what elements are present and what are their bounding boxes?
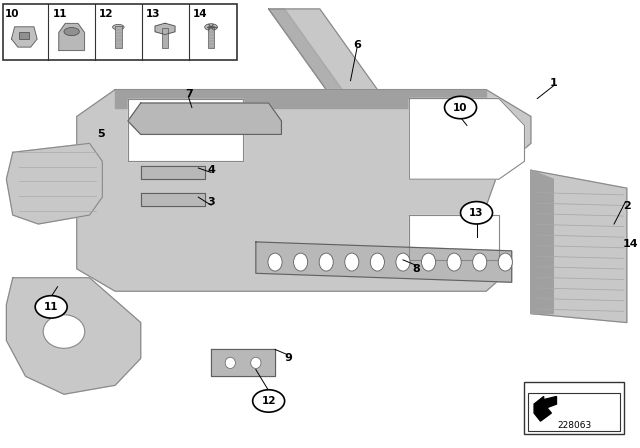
- Text: 9: 9: [284, 353, 292, 363]
- Text: 7: 7: [185, 89, 193, 99]
- Polygon shape: [6, 278, 141, 394]
- Polygon shape: [534, 396, 556, 421]
- Bar: [208, 26, 214, 48]
- Circle shape: [461, 202, 493, 224]
- Polygon shape: [59, 23, 84, 51]
- Polygon shape: [141, 193, 205, 206]
- Circle shape: [445, 96, 477, 119]
- Ellipse shape: [371, 253, 385, 271]
- Polygon shape: [269, 9, 435, 170]
- Ellipse shape: [294, 253, 308, 271]
- Text: 2: 2: [623, 201, 630, 211]
- Polygon shape: [115, 90, 486, 108]
- Ellipse shape: [205, 24, 218, 30]
- Text: 13: 13: [146, 9, 161, 19]
- Text: 11: 11: [44, 302, 58, 312]
- Text: 12: 12: [99, 9, 114, 19]
- Bar: [528, 393, 620, 431]
- Text: 14: 14: [193, 9, 207, 19]
- Ellipse shape: [268, 253, 282, 271]
- Text: 10: 10: [5, 9, 20, 19]
- Polygon shape: [531, 170, 553, 314]
- Polygon shape: [155, 23, 175, 34]
- Ellipse shape: [225, 358, 236, 368]
- Polygon shape: [141, 166, 205, 179]
- Text: 6: 6: [353, 40, 361, 50]
- Text: 8: 8: [412, 264, 420, 274]
- Bar: [3, 4, 237, 60]
- Text: 13: 13: [469, 208, 484, 218]
- Ellipse shape: [396, 253, 410, 271]
- Polygon shape: [12, 27, 37, 47]
- Bar: [525, 382, 623, 434]
- Ellipse shape: [473, 253, 487, 271]
- Bar: [115, 26, 122, 48]
- Ellipse shape: [319, 253, 333, 271]
- Text: 14: 14: [622, 239, 638, 249]
- Text: 4: 4: [207, 165, 215, 175]
- Text: 3: 3: [207, 198, 215, 207]
- Ellipse shape: [345, 253, 359, 271]
- Polygon shape: [269, 9, 400, 170]
- Polygon shape: [256, 242, 512, 282]
- Ellipse shape: [43, 314, 84, 349]
- Ellipse shape: [251, 358, 261, 368]
- Polygon shape: [410, 99, 525, 179]
- Text: 5: 5: [97, 129, 105, 139]
- Ellipse shape: [422, 253, 436, 271]
- Polygon shape: [531, 170, 627, 323]
- Text: 10: 10: [453, 103, 468, 112]
- Text: 228063: 228063: [557, 421, 591, 430]
- Polygon shape: [211, 349, 275, 376]
- Polygon shape: [6, 143, 102, 224]
- Circle shape: [35, 296, 67, 318]
- Polygon shape: [128, 103, 282, 134]
- Polygon shape: [128, 99, 243, 161]
- Text: 11: 11: [52, 9, 67, 19]
- Ellipse shape: [447, 253, 461, 271]
- Ellipse shape: [64, 28, 79, 36]
- Ellipse shape: [113, 24, 124, 30]
- Polygon shape: [77, 90, 531, 291]
- Text: 12: 12: [261, 396, 276, 406]
- Polygon shape: [410, 215, 499, 260]
- Text: 1: 1: [549, 78, 557, 88]
- Bar: [19, 32, 29, 39]
- Ellipse shape: [499, 253, 513, 271]
- Circle shape: [253, 390, 285, 412]
- Bar: [162, 28, 168, 48]
